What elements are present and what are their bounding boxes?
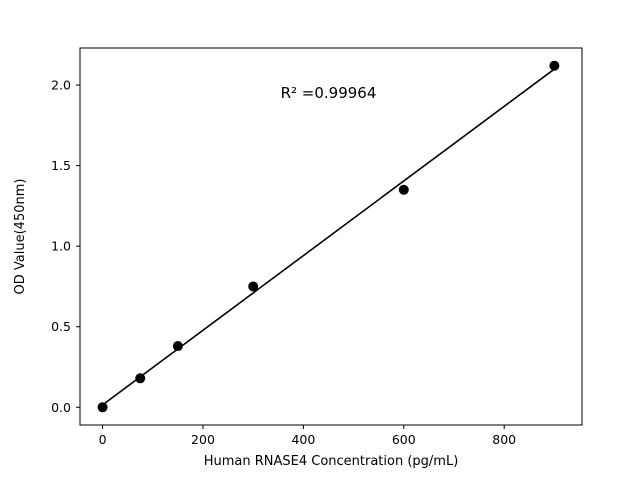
- x-tick-label: 800: [492, 432, 516, 447]
- y-tick-label: 0.5: [51, 319, 71, 334]
- y-tick-label: 2.0: [51, 78, 71, 93]
- data-point: [549, 60, 560, 71]
- data-point: [248, 281, 259, 292]
- data-point: [97, 402, 108, 413]
- data-point: [398, 184, 409, 195]
- x-axis-label: Human RNASE4 Concentration (pg/mL): [204, 454, 459, 469]
- data-point: [135, 373, 146, 384]
- y-axis-label: OD Value(450nm): [13, 179, 28, 295]
- y-tick-label: 1.0: [51, 239, 71, 254]
- fit-line: [102, 68, 555, 406]
- x-tick-label: 400: [291, 432, 315, 447]
- r-squared-annotation: R² =0.99964: [281, 84, 377, 102]
- x-tick-label: 0: [99, 432, 107, 447]
- data-point: [172, 341, 183, 352]
- x-tick-label: 200: [191, 432, 215, 447]
- y-tick-label: 0.0: [51, 400, 71, 415]
- x-tick-label: 600: [392, 432, 416, 447]
- plot-border: [79, 47, 583, 426]
- y-tick-label: 1.5: [51, 158, 71, 173]
